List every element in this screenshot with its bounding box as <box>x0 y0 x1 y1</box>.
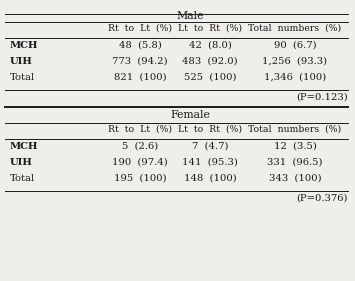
Text: 773  (94.2): 773 (94.2) <box>112 57 168 66</box>
Text: 42  (8.0): 42 (8.0) <box>189 41 231 50</box>
Text: 12  (3.5): 12 (3.5) <box>274 142 316 151</box>
Text: 48  (5.8): 48 (5.8) <box>119 41 162 50</box>
Text: 141  (95.3): 141 (95.3) <box>182 158 238 167</box>
Text: Rt  to  Lt  (%): Rt to Lt (%) <box>108 125 172 134</box>
Text: Lt  to  Rt  (%): Lt to Rt (%) <box>178 125 242 134</box>
Text: Total  numbers  (%): Total numbers (%) <box>248 125 342 134</box>
Text: UIH: UIH <box>10 57 33 66</box>
Text: 190  (97.4): 190 (97.4) <box>112 158 168 167</box>
Text: 148  (100): 148 (100) <box>184 174 236 183</box>
Text: (P=0.376): (P=0.376) <box>296 194 348 203</box>
Text: 525  (100): 525 (100) <box>184 73 236 82</box>
Text: Total  numbers  (%): Total numbers (%) <box>248 24 342 33</box>
Text: MCH: MCH <box>10 41 38 50</box>
Text: Female: Female <box>170 110 210 120</box>
Text: MCH: MCH <box>10 142 38 151</box>
Text: Total: Total <box>10 73 35 82</box>
Text: UIH: UIH <box>10 158 33 167</box>
Text: 5  (2.6): 5 (2.6) <box>122 142 158 151</box>
Text: 1,256  (93.3): 1,256 (93.3) <box>262 57 328 66</box>
Text: Male: Male <box>176 11 204 21</box>
Text: Rt  to  Lt  (%): Rt to Lt (%) <box>108 24 172 33</box>
Text: 195  (100): 195 (100) <box>114 174 166 183</box>
Text: Total: Total <box>10 174 35 183</box>
Text: 7  (4.7): 7 (4.7) <box>192 142 228 151</box>
Text: Lt  to  Rt  (%): Lt to Rt (%) <box>178 24 242 33</box>
Text: 90  (6.7): 90 (6.7) <box>274 41 316 50</box>
Text: 821  (100): 821 (100) <box>114 73 166 82</box>
Text: (P=0.123): (P=0.123) <box>296 93 348 102</box>
Text: 1,346  (100): 1,346 (100) <box>264 73 326 82</box>
Text: 483  (92.0): 483 (92.0) <box>182 57 238 66</box>
Text: 343  (100): 343 (100) <box>269 174 321 183</box>
Text: 331  (96.5): 331 (96.5) <box>267 158 323 167</box>
